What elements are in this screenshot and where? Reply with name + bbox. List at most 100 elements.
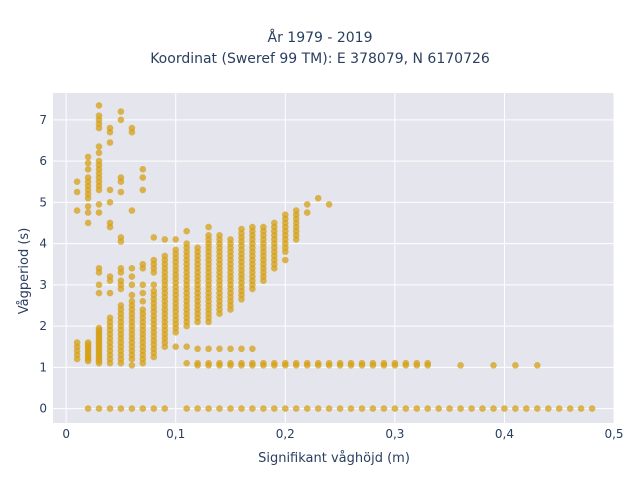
data-point xyxy=(139,289,147,297)
data-point xyxy=(117,265,125,272)
plot-background xyxy=(53,93,614,423)
data-point xyxy=(260,405,267,412)
data-point xyxy=(314,359,322,367)
data-point xyxy=(95,143,103,150)
data-point xyxy=(227,236,234,243)
data-point xyxy=(128,124,136,132)
data-point xyxy=(292,359,300,367)
data-point xyxy=(534,405,541,412)
data-point xyxy=(139,260,147,268)
data-point xyxy=(555,405,563,412)
data-point xyxy=(457,362,464,369)
y-tick-label: 4 xyxy=(39,237,47,251)
data-point xyxy=(205,223,212,231)
data-point xyxy=(194,345,201,353)
data-point xyxy=(282,256,289,264)
data-point xyxy=(84,219,92,227)
data-point xyxy=(205,345,212,353)
data-point xyxy=(271,219,278,227)
data-point xyxy=(227,405,234,412)
data-point xyxy=(84,339,92,346)
x-axis-ticks: 0 0,1 0,2 0,3 0,4 0,5 xyxy=(62,427,623,441)
data-point xyxy=(227,359,234,367)
data-point xyxy=(117,116,125,124)
x-axis-label: Signifikant våghöjd (m) xyxy=(258,451,410,466)
data-point xyxy=(314,405,322,412)
data-point xyxy=(84,159,92,167)
data-point xyxy=(424,405,432,412)
data-point xyxy=(413,359,421,367)
data-point xyxy=(172,343,179,351)
data-point xyxy=(325,359,333,367)
data-point xyxy=(150,256,158,264)
data-point xyxy=(303,209,311,216)
data-point xyxy=(84,166,92,173)
data-point xyxy=(117,302,125,309)
data-point xyxy=(183,227,190,235)
data-point xyxy=(391,359,399,367)
data-point xyxy=(150,234,158,241)
y-tick-label: 7 xyxy=(39,113,47,127)
data-point xyxy=(534,362,541,369)
data-point xyxy=(588,405,596,412)
data-points xyxy=(73,102,596,412)
data-point xyxy=(128,273,136,280)
y-tick-label: 2 xyxy=(39,319,47,333)
data-point xyxy=(95,405,103,412)
data-point xyxy=(150,287,158,295)
data-point xyxy=(325,201,333,208)
data-point xyxy=(84,174,92,181)
data-point xyxy=(457,405,464,412)
data-point xyxy=(216,359,223,367)
chart-title: År 1979 - 2019 xyxy=(267,30,373,46)
data-point xyxy=(380,359,388,367)
data-point xyxy=(545,405,552,412)
data-point xyxy=(490,362,497,369)
data-point xyxy=(95,265,103,272)
data-point xyxy=(106,199,114,206)
data-point xyxy=(205,232,212,239)
data-point xyxy=(117,405,125,412)
data-point xyxy=(95,157,103,165)
data-point xyxy=(402,359,410,367)
data-point xyxy=(325,405,333,412)
data-point xyxy=(161,252,169,260)
data-point xyxy=(172,246,179,254)
data-point xyxy=(249,223,256,231)
y-axis-label: Vågperiod (s) xyxy=(17,228,32,315)
data-point xyxy=(512,362,519,369)
data-point xyxy=(84,209,92,216)
data-point xyxy=(282,405,289,412)
data-point xyxy=(139,298,147,305)
data-point xyxy=(183,405,190,412)
data-point xyxy=(73,178,81,185)
data-point xyxy=(512,405,519,412)
data-point xyxy=(84,203,92,210)
data-point xyxy=(128,405,136,412)
data-point xyxy=(95,112,103,119)
data-point xyxy=(150,405,158,412)
y-tick-label: 6 xyxy=(39,154,47,168)
data-point xyxy=(95,102,103,109)
data-point xyxy=(128,298,136,305)
data-point xyxy=(260,223,267,231)
data-point xyxy=(117,234,125,241)
data-point xyxy=(424,359,432,367)
data-point xyxy=(106,314,114,322)
x-tick-label: 0,3 xyxy=(385,427,404,441)
data-point xyxy=(139,306,147,313)
data-point xyxy=(435,405,443,412)
data-point xyxy=(347,405,355,412)
x-tick-label: 0,2 xyxy=(276,427,295,441)
data-point xyxy=(468,405,475,412)
x-tick-label: 0,1 xyxy=(166,427,185,441)
data-point xyxy=(271,405,278,412)
data-point xyxy=(117,108,125,115)
x-tick-label: 0,5 xyxy=(604,427,623,441)
data-point xyxy=(205,405,212,412)
data-point xyxy=(249,359,256,367)
data-point xyxy=(282,211,289,218)
data-point xyxy=(84,153,92,161)
